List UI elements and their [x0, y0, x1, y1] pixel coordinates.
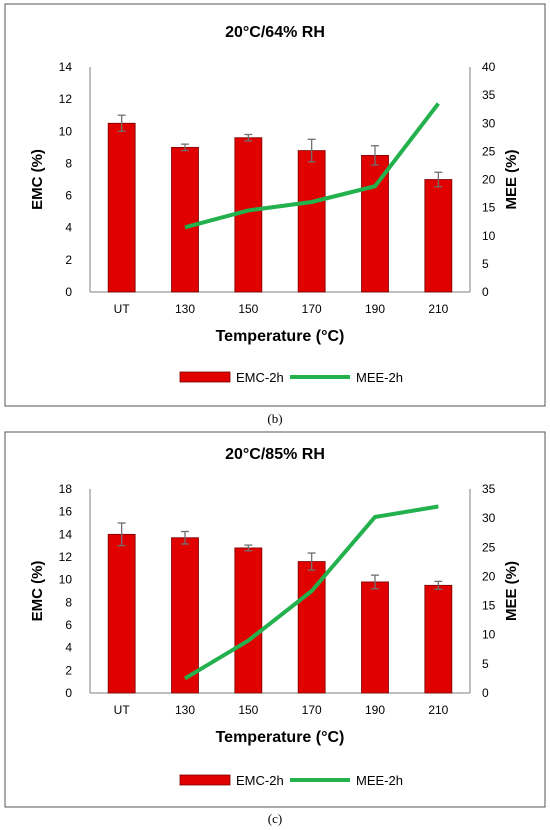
y2-tick-label: 35 — [482, 88, 496, 102]
x-tick-label: 190 — [365, 302, 385, 316]
y-tick-label: 16 — [59, 505, 73, 519]
y2-tick-label: 30 — [482, 511, 496, 525]
x-tick-label: 210 — [428, 703, 448, 717]
y-tick-label: 10 — [59, 573, 73, 587]
legend-swatch-emc-2h — [179, 774, 231, 786]
y-tick-label: 4 — [65, 221, 72, 235]
x-tick-label: 130 — [175, 703, 195, 717]
y-tick-label: 0 — [65, 285, 72, 299]
series-line-mee-2h — [184, 102, 440, 230]
y2-tick-label: 25 — [482, 540, 496, 554]
caption-c: (c) — [267, 811, 283, 826]
y2-tick-label: 10 — [482, 229, 496, 243]
y2-axis-label: MEE (%) — [503, 561, 520, 621]
y-tick-label: 14 — [59, 60, 73, 74]
x-tick-label: 210 — [428, 302, 448, 316]
chart-panel-c: 20°C/85% RH 0 2 4 6 8 10 12 14 16 18 0 5 10 15 20 25 30 35… — [0, 428, 550, 808]
x-tick-label: 150 — [238, 703, 258, 717]
bar — [107, 533, 136, 694]
x-tick-label: 170 — [302, 703, 322, 717]
bar — [234, 547, 263, 694]
y-tick-label: 6 — [65, 189, 72, 203]
y2-tick-label: 15 — [482, 599, 496, 613]
y2-tick-label: 10 — [482, 628, 496, 642]
y2-tick-label: 0 — [482, 285, 489, 299]
chart-c: 20°C/85% RH 0 2 4 6 8 10 12 14 16 18 0 5 10 15 20 25 30 35… — [4, 431, 546, 808]
bar — [171, 146, 199, 293]
y-tick-label: 12 — [59, 550, 73, 564]
y-tick-label: 12 — [59, 92, 73, 106]
x-tick-label: 190 — [365, 703, 385, 717]
x-tick-label: 130 — [175, 302, 195, 316]
y2-tick-label: 0 — [482, 686, 489, 700]
chart-b: 20°C/64% RH 0 2 4 6 8 10 12 14 0 5 10 15 20 25 30 35 40 UT… — [4, 3, 546, 407]
x-tick-label: UT — [114, 703, 131, 717]
caption-b: (b) — [267, 411, 283, 426]
y2-axis-label: MEE (%) — [503, 149, 520, 209]
x-axis-label: Temperature (°C) — [216, 729, 345, 746]
y2-tick-label: 15 — [482, 201, 496, 215]
y-tick-label: 6 — [65, 618, 72, 632]
y-tick-label: 10 — [59, 124, 73, 138]
x-axis-label: Temperature (°C) — [216, 328, 345, 345]
chart-title: 20°C/85% RH — [225, 446, 325, 463]
bar — [171, 537, 199, 694]
bar — [107, 122, 136, 293]
bar — [361, 581, 389, 694]
legend-label-mee-2h: MEE-2h — [356, 370, 403, 385]
chart-panel-b: 20°C/64% RH 0 2 4 6 8 10 12 14 0 5 10 15 20 25 30 35 40 UT… — [0, 0, 550, 408]
legend-label-emc-2h: EMC-2h — [236, 370, 284, 385]
x-tick-label: UT — [114, 302, 131, 316]
chart-title: 20°C/64% RH — [225, 24, 325, 41]
series-line-mee-2h — [183, 504, 439, 681]
y2-tick-label: 25 — [482, 144, 496, 158]
legend-label-mee-2h: MEE-2h — [356, 773, 403, 788]
y-tick-label: 4 — [65, 641, 72, 655]
y2-tick-label: 30 — [482, 116, 496, 130]
y2-tick-label: 35 — [482, 482, 496, 496]
y-axis-label: EMC (%) — [29, 561, 46, 622]
x-tick-label: 170 — [302, 302, 322, 316]
y-tick-label: 14 — [59, 527, 73, 541]
y2-tick-label: 20 — [482, 569, 496, 583]
bar — [424, 179, 453, 293]
y-tick-label: 18 — [59, 482, 73, 496]
bar — [424, 584, 453, 694]
legend-label-emc-2h: EMC-2h — [236, 773, 284, 788]
bar — [361, 154, 389, 293]
y-tick-label: 2 — [65, 663, 72, 677]
y-tick-label: 8 — [65, 595, 72, 609]
y2-tick-label: 5 — [482, 657, 489, 671]
y2-tick-label: 5 — [482, 257, 489, 271]
y-tick-label: 0 — [65, 686, 72, 700]
legend-swatch-emc-2h — [179, 371, 231, 383]
y-tick-label: 2 — [65, 253, 72, 267]
x-tick-label: 150 — [238, 302, 258, 316]
y2-tick-label: 40 — [482, 60, 496, 74]
y-axis-label: EMC (%) — [29, 149, 46, 210]
bar — [297, 150, 326, 293]
y2-tick-label: 20 — [482, 173, 496, 187]
y-tick-label: 8 — [65, 156, 72, 170]
